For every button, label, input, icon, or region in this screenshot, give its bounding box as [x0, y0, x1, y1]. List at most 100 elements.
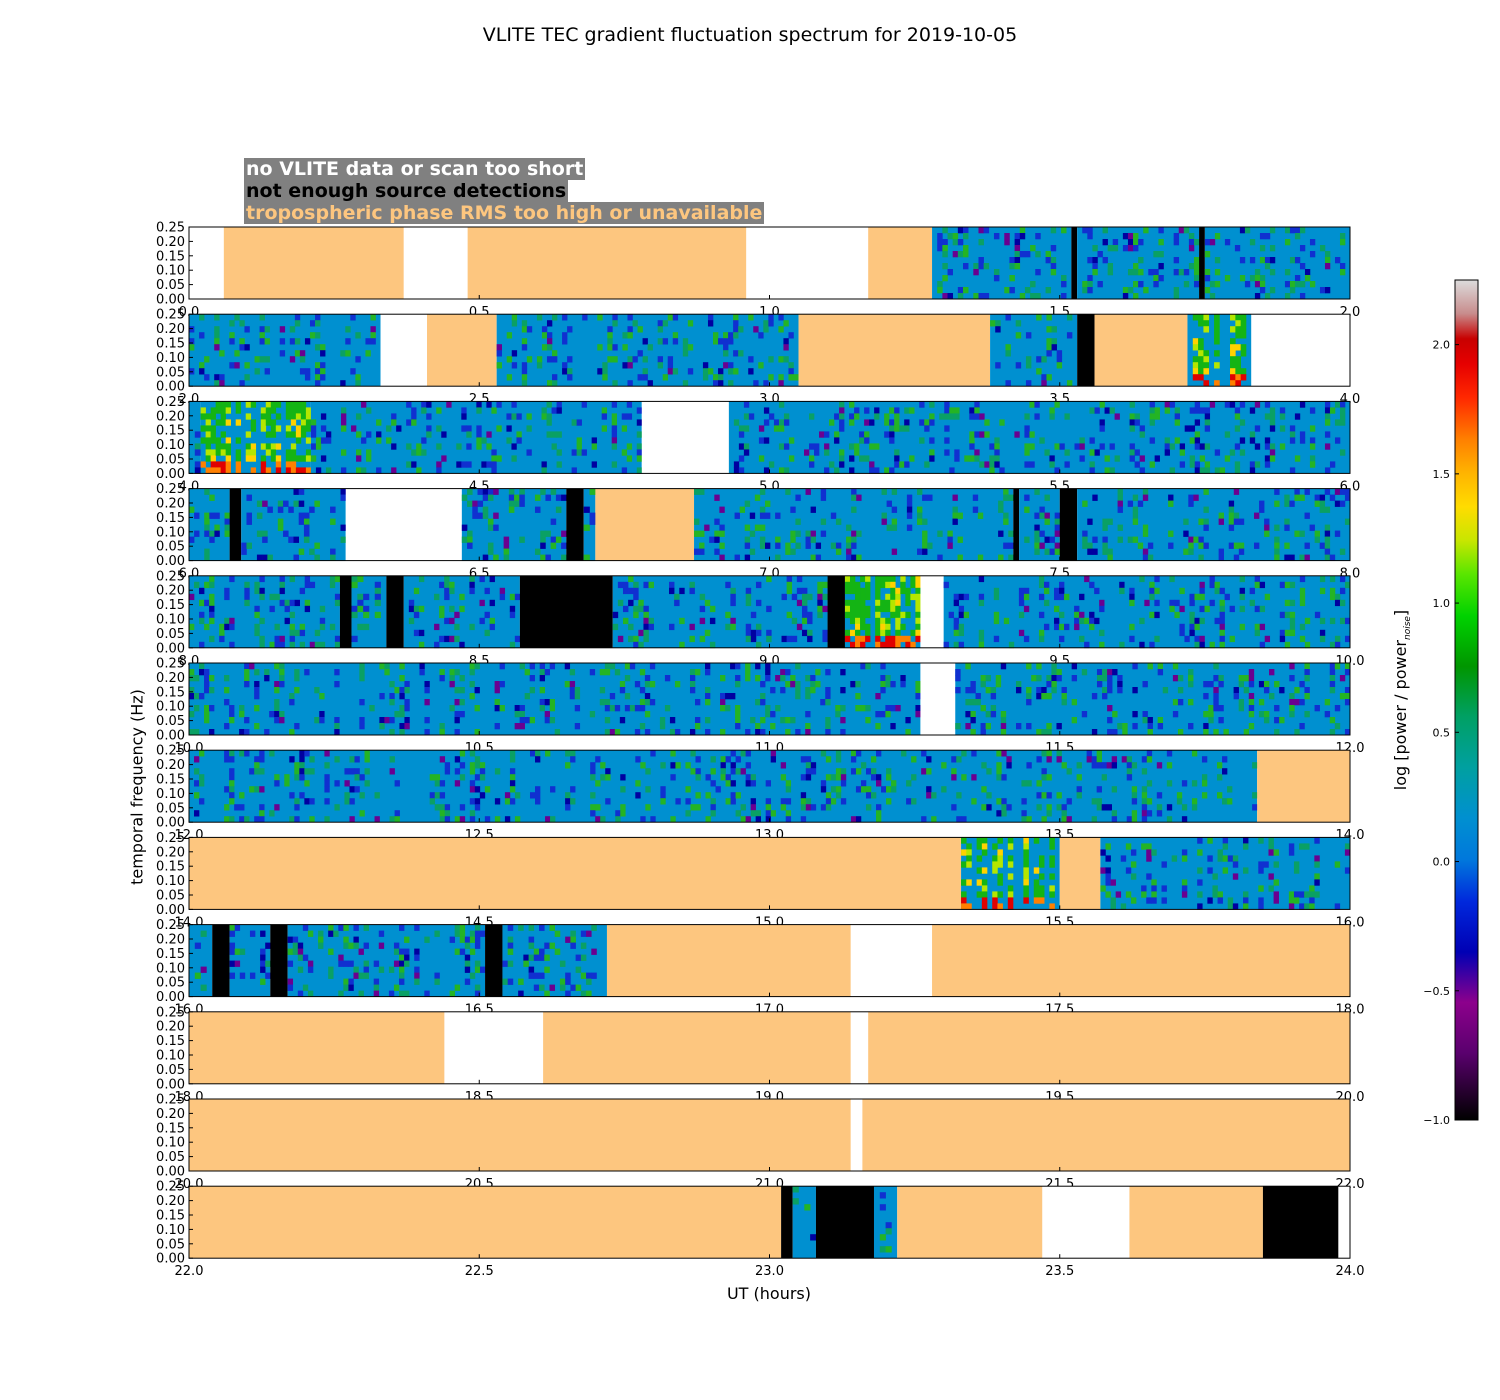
panel-4-cell: [1154, 587, 1160, 595]
panel-7-cell: [1243, 843, 1249, 850]
panel-6-cell: [349, 756, 355, 763]
panel-6-cell: [735, 756, 741, 763]
panel-5-cell: [369, 705, 375, 712]
panel-5-cell: [965, 663, 971, 670]
panel-0-segment-0: [189, 227, 224, 299]
panel-3-cell: [1233, 518, 1240, 525]
panel-5-cell: [209, 687, 215, 694]
panel-4-cell: [1043, 623, 1050, 631]
panel-3-cell: [790, 530, 796, 537]
panel-8-cell: [338, 990, 344, 997]
panel-4-cell: [219, 623, 225, 631]
panel-2-cell: [421, 401, 427, 408]
panel-4-cell: [978, 575, 985, 583]
panel-3-cell: [1274, 536, 1280, 543]
panel-6-cell: [1096, 798, 1102, 805]
panel-5-cell: [674, 729, 681, 736]
panel-3-cell: [1082, 536, 1088, 543]
panel-10-ytick-label: 0.10: [156, 1136, 185, 1151]
panel-0-segment-7: [1071, 227, 1078, 299]
panel-3-cell: [487, 542, 494, 549]
panel-2-cell: [601, 413, 607, 420]
panel-7-cell: [981, 903, 988, 910]
panel-5-cell: [204, 711, 210, 718]
panel-5-cell: [454, 669, 460, 676]
panel-1-cell: [567, 326, 573, 333]
panel-6-cell: [931, 816, 937, 823]
panel-5-cell: [1258, 711, 1265, 718]
panel-5-cell: [1324, 711, 1331, 718]
panel-0-cell: [1239, 257, 1246, 264]
panel-4-cell: [880, 641, 886, 649]
panel-6-cell: [239, 816, 245, 823]
panel-3-cell: [1228, 518, 1235, 525]
panel-5-cell: [494, 699, 500, 706]
panel-1-cell: [1235, 332, 1241, 339]
panel-4-cell: [725, 623, 731, 631]
panel-2-cell: [1149, 461, 1155, 468]
panel-1-cell: [748, 356, 754, 363]
panel-5-cell: [1112, 669, 1118, 676]
panel-1-cell: [340, 380, 346, 387]
panel-5-cell: [765, 705, 771, 712]
panel-7-cell: [1151, 885, 1157, 892]
panel-2-cell: [225, 455, 231, 462]
panel-3-cell: [204, 530, 210, 537]
panel-1-cell: [1235, 314, 1241, 321]
panel-6-cell: [484, 816, 491, 823]
panel-2-cell: [1054, 467, 1060, 474]
panel-2-cell: [1029, 431, 1035, 438]
panel-6-cell: [469, 786, 476, 793]
panel-2-cell: [636, 449, 643, 456]
panel-3-cell: [1264, 530, 1270, 537]
panel-2-cell: [1134, 413, 1140, 420]
panel-6-cell: [1222, 768, 1228, 775]
panel-2-cell: [864, 431, 870, 438]
panel-8-cell: [338, 924, 344, 931]
panel-7-cell: [1049, 903, 1055, 910]
panel-4-cell: [1319, 635, 1326, 643]
panel-5-cell: [1046, 729, 1052, 736]
panel-0-cell: [1324, 251, 1331, 258]
panel-2-cell: [270, 449, 277, 456]
panel-4-cell: [334, 593, 341, 601]
panel-4-cell: [274, 593, 280, 601]
panel-7-cell: [992, 843, 998, 850]
panel-5-cell: [825, 669, 831, 676]
panel-1-segment-5: [990, 314, 1078, 387]
panel-2-cell: [1154, 407, 1160, 414]
panel-3-cell: [1039, 512, 1045, 519]
panel-3-cell: [1339, 548, 1346, 555]
panel-5-cell: [915, 705, 921, 712]
panel-3-cell: [1264, 518, 1270, 525]
panel-8-cell: [502, 960, 508, 967]
panel-0-cell: [1087, 233, 1093, 240]
panel-1-cell: [1214, 380, 1220, 387]
panel-1-cell: [597, 314, 603, 321]
panel-6-cell: [494, 798, 501, 805]
panel-5-cell: [1248, 711, 1255, 718]
panel-0-cell: [1107, 269, 1114, 276]
panel-5-cell: [955, 675, 961, 682]
panel-2-cell: [636, 443, 643, 450]
panel-5-cell: [825, 693, 831, 700]
panel-2-cell: [220, 413, 226, 420]
panel-0-cell: [1324, 257, 1331, 264]
panel-6-cell: [911, 774, 917, 781]
panel-5-cell: [419, 669, 425, 676]
panel-4-cell: [1199, 581, 1205, 589]
panel-4-cell: [628, 587, 634, 595]
panel-8-cell: [565, 978, 571, 985]
panel-2-cell: [270, 419, 277, 426]
panel-2-cell: [1029, 443, 1035, 450]
panel-1-cell: [234, 350, 240, 357]
panel-5-cell: [1294, 687, 1300, 694]
panel-1-cell: [304, 338, 311, 345]
panel-1-cell: [264, 326, 270, 333]
panel-4-cell: [993, 617, 1000, 625]
panel-4-cell: [284, 617, 290, 625]
panel-2-cell: [773, 425, 780, 432]
panel-6-cell: [509, 750, 516, 757]
panel-5-cell: [564, 663, 571, 670]
panel-0-cell: [1133, 269, 1139, 276]
